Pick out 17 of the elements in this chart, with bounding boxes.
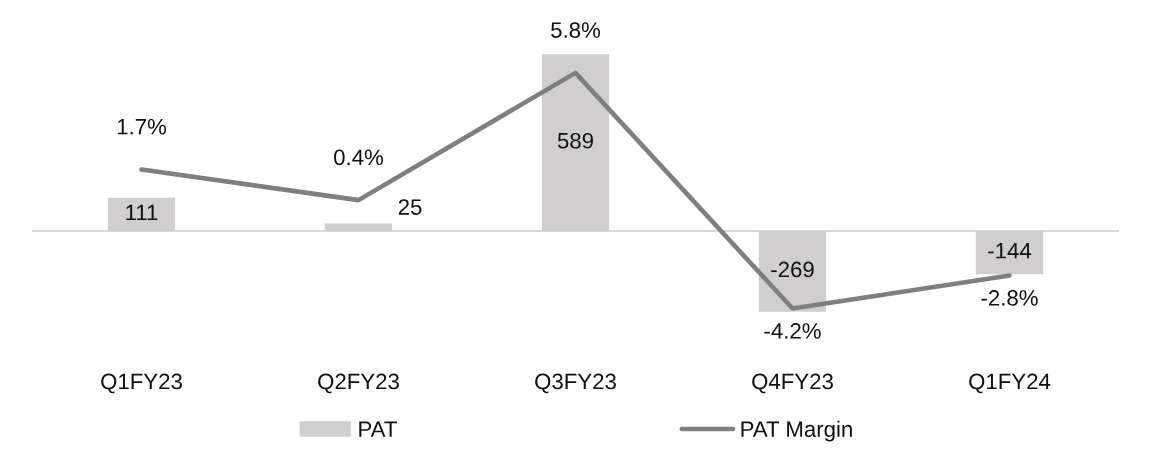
data-label: -2.8%: [981, 290, 1038, 306]
data-label: 111: [126, 204, 158, 221]
data-label: 589: [557, 132, 593, 149]
x-tick-label: Q2FY23: [318, 373, 399, 394]
x-tick-label: Q1FY23: [101, 373, 182, 394]
x-tick-label: Q4FY23: [752, 373, 833, 394]
legend-label: PAT Margin: [741, 420, 852, 442]
data-label: -269: [771, 261, 814, 278]
data-label: -144: [988, 243, 1032, 259]
legend-label: PAT: [359, 421, 397, 437]
x-tick-label: Q3FY23: [535, 373, 616, 394]
data-label: -4.2%: [764, 323, 821, 339]
data-label: 1.7%: [117, 118, 167, 135]
x-tick-label: Q1FY24: [969, 373, 1051, 394]
data-label: 5.8%: [551, 22, 601, 38]
data-label: 25: [398, 199, 422, 215]
data-label: 0.4%: [334, 149, 384, 166]
